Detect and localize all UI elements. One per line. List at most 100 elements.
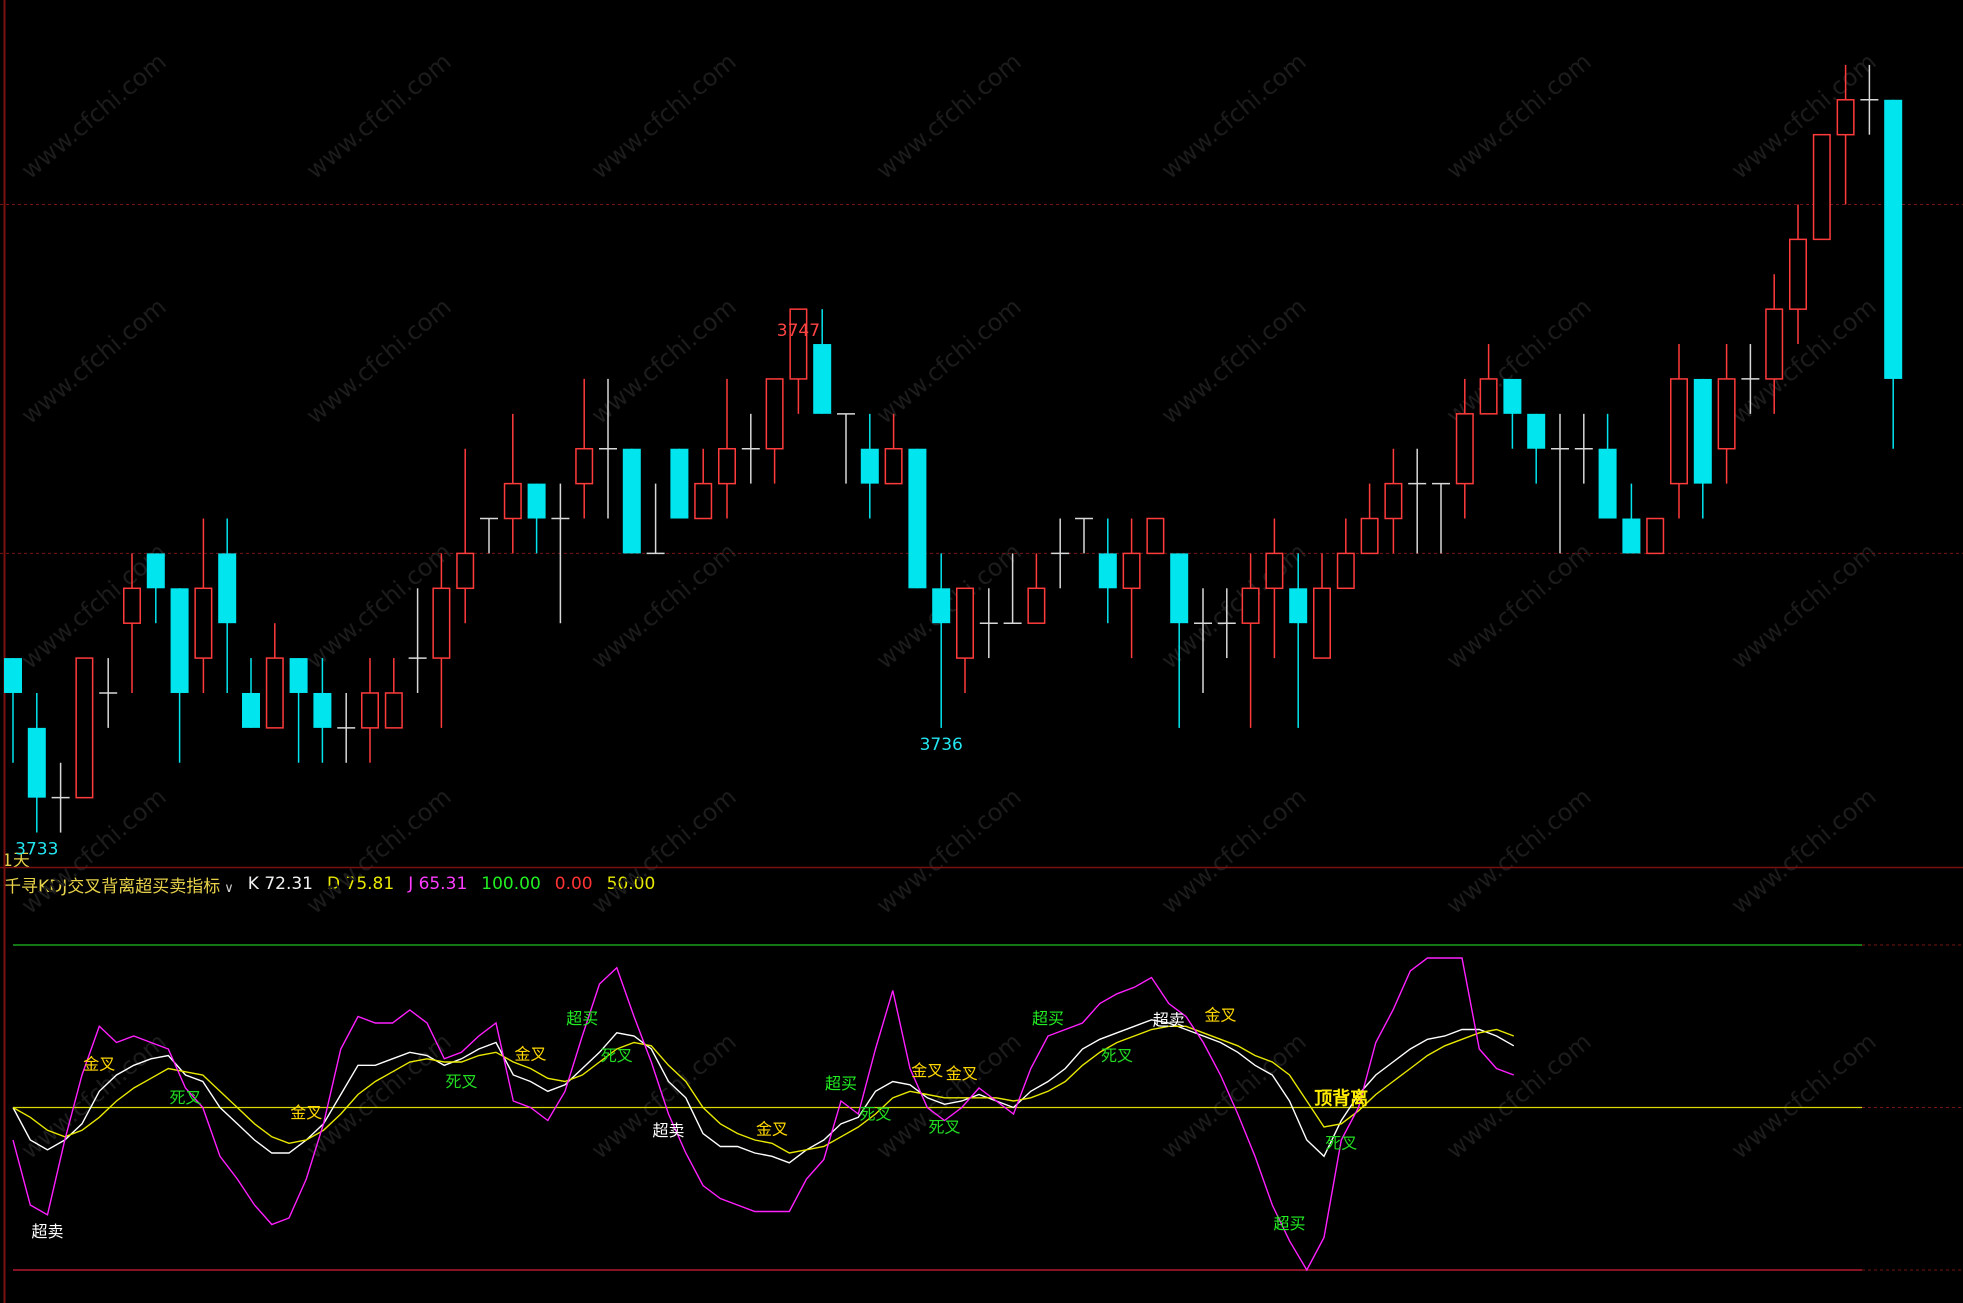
candle-body-up bbox=[1765, 308, 1784, 380]
candle bbox=[575, 378, 594, 519]
candle bbox=[599, 378, 617, 519]
candle bbox=[456, 448, 475, 624]
candle bbox=[527, 483, 546, 554]
candle bbox=[218, 518, 237, 693]
candle-body-down bbox=[527, 483, 546, 519]
candle bbox=[741, 413, 760, 484]
candle-body-up bbox=[361, 692, 379, 729]
k-value-label: K 72.31 bbox=[247, 874, 314, 894]
candle-body-up bbox=[1384, 482, 1403, 520]
candle-body-up bbox=[432, 587, 451, 659]
candle bbox=[1836, 64, 1855, 205]
watermark-text: www.cfchi.com bbox=[1726, 782, 1882, 919]
signal-label-overbought: 超买 bbox=[825, 1074, 857, 1093]
candle-body-up bbox=[1717, 378, 1736, 450]
watermark-text: www.cfchi.com bbox=[1156, 782, 1312, 919]
candle bbox=[860, 413, 879, 519]
candle-body-down bbox=[170, 588, 189, 693]
high-price-label: 3747 bbox=[777, 321, 820, 341]
candle-body-down bbox=[1693, 378, 1712, 484]
candle bbox=[1289, 553, 1308, 728]
candle-body-up bbox=[384, 692, 403, 729]
watermark-text: www.cfchi.com bbox=[16, 47, 172, 184]
candle bbox=[1265, 518, 1284, 659]
candle-body-down bbox=[908, 448, 927, 589]
candle bbox=[146, 553, 165, 624]
candle bbox=[1313, 553, 1331, 659]
candle bbox=[670, 448, 689, 519]
watermark-text: www.cfchi.com bbox=[586, 47, 742, 184]
candle-body-down bbox=[4, 658, 22, 693]
candle bbox=[1360, 483, 1379, 555]
candle-body-up bbox=[694, 482, 713, 520]
candle-body-up bbox=[1241, 587, 1260, 624]
indicator-name: 千寻KDJ交叉背离超买卖指标 bbox=[4, 876, 221, 897]
candle-body-down bbox=[1289, 588, 1308, 624]
candle-body-down bbox=[1170, 553, 1189, 624]
candle-body-up bbox=[575, 447, 594, 485]
candle bbox=[1241, 553, 1260, 728]
candle bbox=[1622, 483, 1641, 554]
candle bbox=[361, 658, 379, 763]
candle bbox=[1336, 518, 1355, 590]
signal-label-death: 死叉 bbox=[928, 1117, 960, 1136]
candle bbox=[551, 483, 570, 624]
candle bbox=[384, 658, 403, 729]
watermark-text: www.cfchi.com bbox=[16, 292, 172, 429]
watermark-text: www.cfchi.com bbox=[1156, 47, 1312, 184]
price-labels: 3747375537363733 bbox=[15, 321, 963, 860]
watermark-text: www.cfchi.com bbox=[871, 1027, 1027, 1164]
signal-label-death: 死叉 bbox=[601, 1046, 633, 1065]
period-label[interactable]: 1天 bbox=[2, 851, 30, 871]
watermark-text: www.cfchi.com bbox=[301, 47, 457, 184]
candle bbox=[884, 413, 903, 485]
candle bbox=[27, 692, 46, 833]
candle bbox=[170, 588, 189, 763]
d-value-label: D 75.81 bbox=[327, 874, 395, 894]
candle-body-up bbox=[75, 657, 94, 799]
watermark-text: www.cfchi.com bbox=[1726, 292, 1882, 429]
signal-label-divergence: 顶背离 bbox=[1314, 1088, 1368, 1110]
candle bbox=[622, 448, 641, 554]
candle bbox=[1479, 344, 1498, 415]
watermark-text: www.cfchi.com bbox=[1726, 537, 1882, 674]
indicator-name-dropdown[interactable]: 千寻KDJ交叉背离超买卖指标 ∨ bbox=[4, 872, 234, 897]
candle bbox=[1574, 413, 1593, 484]
candle bbox=[1551, 413, 1569, 554]
candle bbox=[1741, 344, 1760, 414]
candle-body-up bbox=[1336, 552, 1355, 590]
candle bbox=[408, 588, 427, 693]
candle bbox=[75, 657, 94, 799]
watermark-text: www.cfchi.com bbox=[586, 292, 742, 429]
level-high-label: 100.00 bbox=[481, 874, 541, 894]
candle-body-down bbox=[860, 448, 879, 484]
candlestick-series[interactable] bbox=[4, 64, 1903, 833]
candle-body-down bbox=[146, 553, 165, 589]
candle bbox=[313, 658, 332, 763]
candle-body-up bbox=[789, 308, 808, 380]
candle bbox=[1408, 448, 1427, 554]
signal-label-death: 死叉 bbox=[1101, 1046, 1133, 1065]
candle bbox=[480, 517, 498, 554]
candle bbox=[956, 587, 974, 693]
watermark-text: www.cfchi.com bbox=[301, 1027, 457, 1164]
signal-label-overbought: 超买 bbox=[1032, 1009, 1064, 1028]
candle bbox=[1598, 413, 1617, 519]
candle bbox=[1717, 344, 1736, 484]
candle bbox=[694, 448, 713, 520]
candle bbox=[932, 553, 951, 728]
level-low-label: 0.00 bbox=[554, 874, 593, 894]
candle bbox=[1146, 517, 1165, 555]
candle bbox=[1384, 448, 1403, 554]
candle-body-down bbox=[1527, 413, 1546, 449]
watermark-text: www.cfchi.com bbox=[301, 292, 457, 429]
candle bbox=[1170, 553, 1189, 728]
candle bbox=[1884, 99, 1903, 449]
watermark-text: www.cfchi.com bbox=[1441, 47, 1597, 184]
kdj-lines[interactable] bbox=[12, 944, 1963, 1272]
candle bbox=[4, 658, 22, 763]
candle bbox=[1432, 482, 1450, 554]
signal-label-overbought: 超买 bbox=[1273, 1214, 1305, 1233]
signal-label-oversold: 超卖 bbox=[652, 1121, 684, 1140]
